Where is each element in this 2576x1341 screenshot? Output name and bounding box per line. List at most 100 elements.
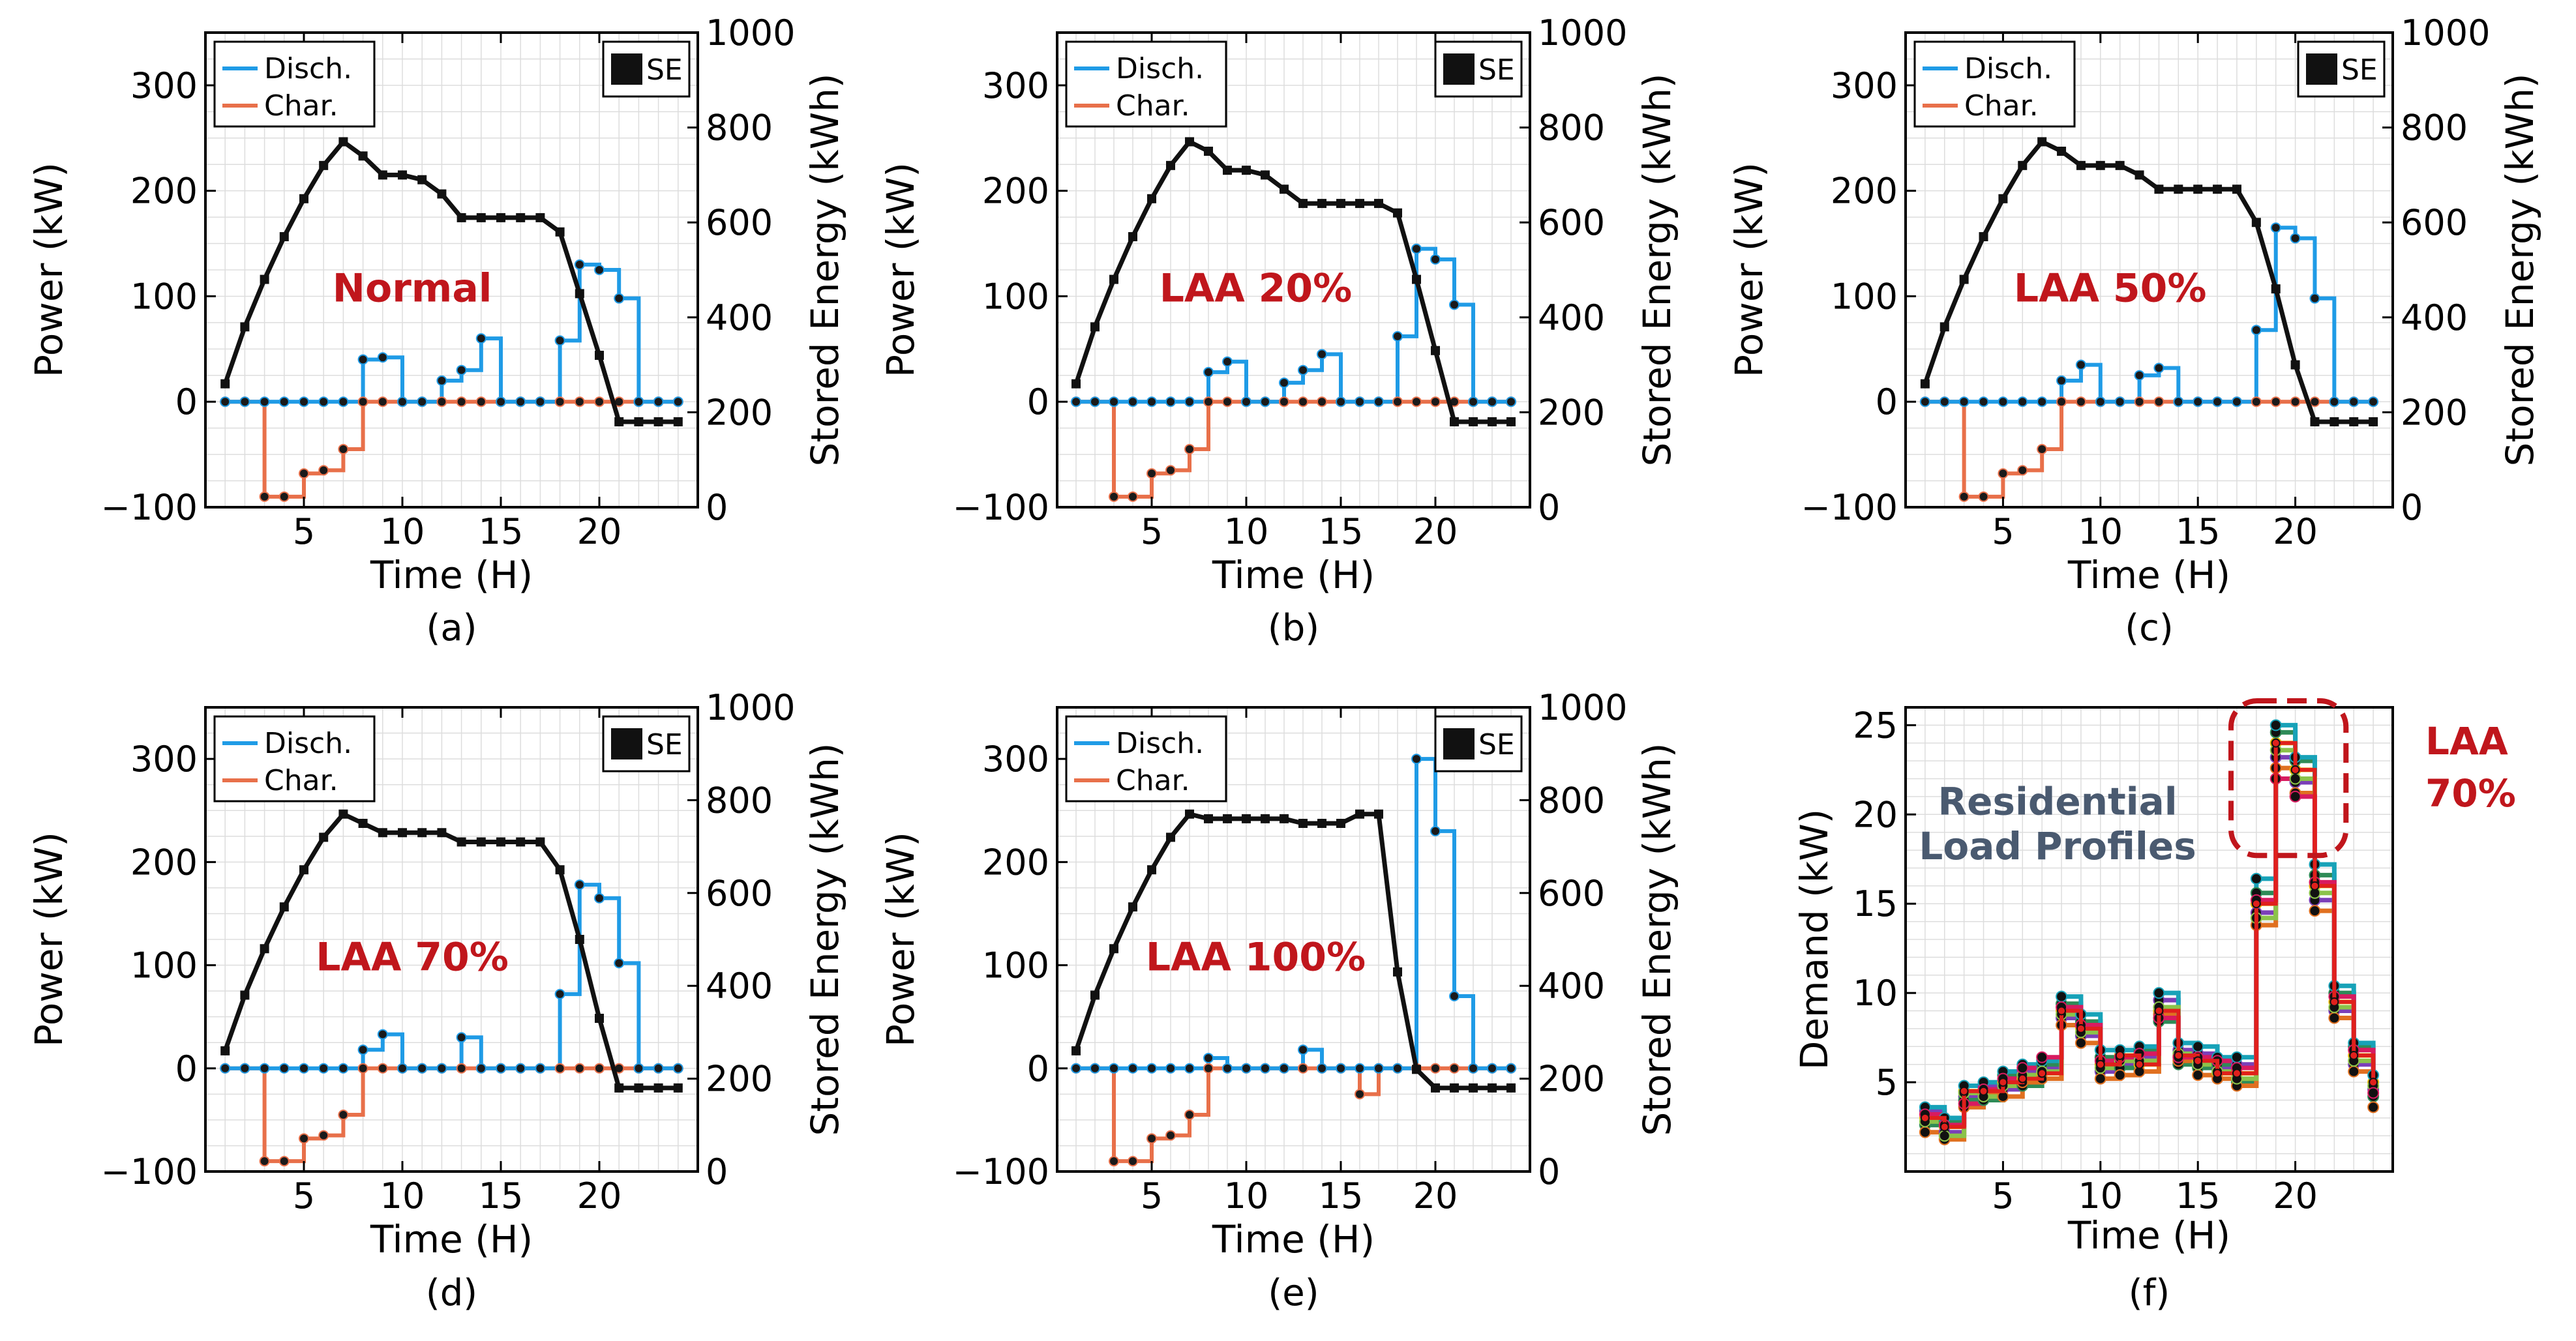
y-tick-label: 300 [130, 739, 198, 780]
load-profile-highlight-point [1920, 1113, 1930, 1123]
stored-energy-point [1223, 166, 1232, 175]
stored-energy-point [1261, 170, 1270, 180]
stored-energy-point [2095, 160, 2105, 170]
discharge-point [2114, 396, 2125, 407]
y2-axis-label: Stored Energy (kWh) [803, 743, 847, 1136]
discharge-point [1090, 396, 1100, 407]
stored-energy-point [2018, 160, 2028, 170]
stored-energy-point [417, 828, 427, 838]
legend-stored-swatch [1443, 728, 1475, 759]
discharge-point [653, 1063, 664, 1074]
y2-tick-label: 800 [1538, 780, 1605, 821]
load-profile-highlight-point [2076, 1024, 2086, 1033]
y-axis-label: Power (kW) [878, 832, 923, 1047]
discharge-point [2037, 396, 2048, 407]
discharge-point [1411, 754, 1422, 765]
legend-stored-swatch [611, 728, 642, 759]
y2-tick-label: 400 [706, 965, 773, 1007]
discharge-point [1411, 243, 1422, 254]
y2-tick-label: 400 [1538, 965, 1605, 1007]
discharge-point [2075, 359, 2086, 370]
discharge-point [278, 396, 290, 407]
y2-tick-label: 200 [706, 392, 773, 433]
stored-energy-line [1923, 139, 2374, 424]
charge-point [1165, 1130, 1176, 1141]
legend-power: Disch. Char. [1065, 40, 1227, 128]
discharge-point [1279, 377, 1289, 389]
stored-energy-point [2232, 184, 2241, 194]
stored-energy-point [299, 194, 308, 203]
charge-point [1355, 1089, 1365, 1100]
discharge-point [2153, 362, 2164, 374]
load-profile-highlight-point [2251, 899, 2261, 909]
charge-point [2017, 465, 2028, 476]
load-profile-point [2192, 1040, 2204, 1053]
y-axis-label: Power (kW) [1727, 162, 1771, 377]
y-tick-label: 100 [982, 945, 1049, 986]
stored-energy-line [222, 811, 678, 1091]
stored-energy-point [516, 837, 526, 847]
x-tick-label: 20 [1413, 511, 1458, 552]
x-tick-label: 10 [380, 511, 425, 552]
legend-stored: SE [602, 40, 691, 98]
y2-tick-label: 0 [1538, 487, 1560, 528]
y2-tick-label: 600 [706, 873, 773, 914]
stored-energy-point [1298, 199, 1308, 209]
charge-series-line [225, 1066, 678, 1164]
stored-energy-point [1412, 274, 1421, 284]
stored-energy-point [279, 232, 289, 242]
chart-panel-3: 5 10 15 20 −100 0 100 200 300 0 200 400 600 800 1000 Ti… [1727, 12, 2542, 649]
charge-point [574, 396, 585, 407]
stored-energy-point [1939, 322, 1949, 332]
discharge-point [1919, 396, 1930, 407]
load-profile-highlight-point [1939, 1122, 1949, 1132]
discharge-point [1128, 396, 1138, 407]
legend-box [1065, 40, 1227, 128]
charge-point [2290, 396, 2301, 407]
y2-tick-label: 400 [2401, 297, 2468, 338]
load-profile-highlight-point [2115, 1051, 2125, 1060]
y-tick-label: 100 [1831, 276, 1898, 317]
stored-energy-point [1488, 1083, 1497, 1093]
charge-point [554, 1063, 565, 1074]
stored-energy-point [614, 417, 624, 426]
charge-point [2251, 396, 2262, 407]
stored-energy-point [496, 213, 505, 222]
discharge-point [338, 1063, 349, 1074]
discharge-point [1109, 396, 1119, 407]
discharge-point [1298, 364, 1308, 376]
stored-energy-point [1280, 814, 1289, 823]
discharge-point [475, 1063, 487, 1074]
y2-tick-label: 600 [706, 202, 773, 243]
charge-point [259, 1156, 270, 1167]
legend-stored-label: SE [1478, 728, 1515, 761]
stored-energy-point [496, 837, 505, 847]
stored-energy-point [653, 1083, 663, 1093]
legend-box [213, 715, 376, 803]
stored-energy-point [2193, 184, 2203, 194]
discharge-point [1146, 396, 1157, 407]
charge-point [1430, 1063, 1441, 1074]
discharge-point [554, 335, 565, 346]
legend-box [213, 40, 376, 128]
y-tick-label: 200 [130, 171, 198, 212]
y-tick-label: −100 [953, 1151, 1049, 1192]
discharge-point [554, 988, 565, 999]
load-profile-point [2269, 719, 2282, 731]
charge-point [2075, 396, 2086, 407]
discharge-series-line [225, 883, 678, 1070]
discharge-point [456, 364, 467, 376]
discharge-point [2231, 396, 2242, 407]
x-tick-label: 20 [2273, 511, 2318, 552]
stored-energy-point [378, 170, 387, 180]
x-tick-label: 20 [2273, 1175, 2318, 1216]
load-profile-highlight-point [2310, 881, 2320, 891]
load-profile-point [2036, 1051, 2048, 1063]
charge-point [1184, 1109, 1195, 1120]
stored-energy-point [1128, 902, 1137, 912]
x-tick-label: 10 [1224, 1175, 1269, 1216]
discharge-point [1487, 396, 1497, 407]
chart-panel-4: 5 10 15 20 −100 0 100 200 300 0 200 400 600 800 1000 Ti… [27, 687, 847, 1314]
y2-tick-label: 0 [706, 487, 728, 528]
discharge-point [1392, 331, 1403, 342]
